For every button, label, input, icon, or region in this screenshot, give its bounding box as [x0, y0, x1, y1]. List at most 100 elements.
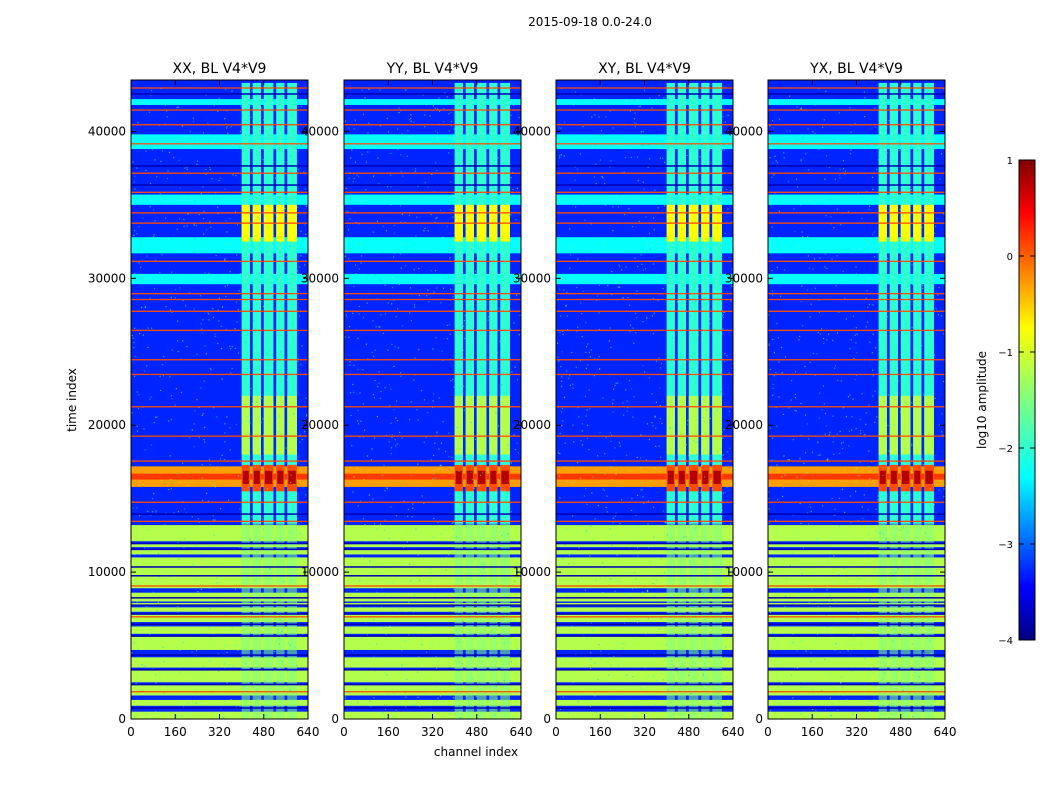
- x-tick-label: 0: [340, 725, 348, 739]
- noise-speckle: [139, 333, 141, 335]
- rfi-line: [556, 298, 733, 301]
- noise-speckle: [466, 442, 468, 444]
- rfi-mid: [454, 395, 463, 455]
- noise-speckle: [131, 335, 133, 337]
- noise-speckle: [186, 346, 188, 348]
- noise-speckle: [345, 523, 347, 525]
- noise-speckle: [222, 306, 224, 308]
- noise-speckle: [152, 668, 154, 670]
- noise-speckle: [138, 226, 140, 228]
- noise-speckle: [418, 349, 420, 351]
- noise-speckle: [609, 432, 612, 434]
- noise-speckle: [559, 288, 561, 290]
- noise-speckle: [281, 377, 284, 379]
- noise-speckle: [384, 671, 386, 673]
- noise-speckle: [410, 114, 412, 116]
- noise-speckle: [618, 282, 620, 284]
- noise-speckle: [596, 455, 599, 457]
- noise-speckle: [212, 691, 214, 694]
- noise-speckle: [489, 592, 491, 594]
- noise-speckle: [772, 663, 774, 665]
- noise-speckle: [176, 106, 178, 108]
- noise-speckle: [407, 130, 409, 132]
- noise-speckle: [466, 292, 468, 294]
- noise-speckle: [789, 95, 791, 97]
- noise-speckle: [885, 420, 887, 422]
- noise-speckle: [348, 326, 351, 328]
- noise-speckle: [376, 591, 378, 593]
- noise-speckle: [482, 472, 484, 474]
- noise-speckle: [393, 252, 396, 254]
- noise-speckle: [443, 107, 445, 110]
- noise-speckle: [907, 190, 909, 192]
- noise-speckle: [182, 462, 184, 464]
- noise-speckle: [817, 441, 819, 443]
- noise-speckle: [834, 178, 836, 180]
- noise-speckle: [184, 508, 186, 510]
- noise-speckle: [674, 592, 676, 594]
- noise-speckle: [382, 332, 385, 334]
- noise-speckle: [248, 420, 250, 422]
- noise-speckle: [136, 601, 138, 603]
- noise-speckle: [438, 595, 440, 597]
- noise-speckle: [163, 692, 165, 694]
- noise-speckle: [418, 579, 421, 581]
- noise-speckle: [358, 268, 360, 270]
- noise-speckle: [598, 312, 600, 314]
- noise-speckle: [362, 317, 365, 319]
- noise-speckle: [852, 558, 854, 560]
- noise-speckle: [823, 342, 825, 345]
- noise-speckle: [891, 369, 894, 371]
- noise-speckle: [880, 101, 882, 103]
- noise-speckle: [911, 326, 913, 328]
- noise-speckle: [350, 239, 352, 241]
- noise-speckle: [145, 169, 147, 172]
- noise-speckle: [725, 646, 727, 648]
- noise-speckle: [612, 521, 614, 524]
- noise-speckle: [282, 304, 284, 306]
- y-tick-label: 20000: [301, 418, 339, 432]
- noise-speckle: [272, 670, 274, 672]
- noise-speckle: [283, 485, 285, 487]
- noise-speckle: [428, 712, 430, 714]
- noise-speckle: [790, 674, 793, 676]
- noise-speckle: [403, 194, 405, 197]
- noise-speckle: [400, 480, 402, 482]
- noise-speckle: [621, 144, 623, 146]
- rfi-column: [677, 82, 686, 524]
- noise-speckle: [630, 388, 633, 390]
- noise-speckle: [449, 694, 451, 697]
- noise-speckle: [670, 220, 672, 222]
- noise-speckle: [826, 589, 828, 591]
- noise-speckle: [558, 127, 560, 129]
- noise-speckle: [255, 579, 257, 581]
- rfi-line: [556, 501, 733, 503]
- noise-speckle: [131, 711, 133, 714]
- noise-speckle: [439, 643, 442, 646]
- rfi-line: [556, 222, 733, 224]
- noise-speckle: [627, 141, 629, 143]
- noise-speckle: [685, 717, 687, 719]
- noise-speckle: [440, 468, 442, 470]
- flag-band: [768, 607, 945, 612]
- noise-speckle: [711, 488, 713, 490]
- noise-speckle: [233, 561, 236, 563]
- noise-speckle: [282, 514, 285, 517]
- noise-speckle: [824, 178, 826, 180]
- noise-speckle: [175, 647, 177, 649]
- noise-speckle: [395, 515, 398, 517]
- noise-speckle: [235, 423, 237, 426]
- noise-speckle: [566, 198, 568, 201]
- noise-speckle: [147, 327, 149, 329]
- noise-speckle: [929, 640, 931, 642]
- noise-speckle: [619, 445, 621, 447]
- noise-speckle: [513, 618, 515, 620]
- noise-speckle: [494, 687, 496, 689]
- noise-speckle: [146, 365, 148, 367]
- noise-speckle: [301, 139, 303, 142]
- noise-speckle: [250, 171, 252, 173]
- noise-speckle: [246, 154, 248, 156]
- noise-speckle: [390, 453, 392, 455]
- noise-speckle: [703, 290, 705, 292]
- noise-speckle: [564, 700, 567, 702]
